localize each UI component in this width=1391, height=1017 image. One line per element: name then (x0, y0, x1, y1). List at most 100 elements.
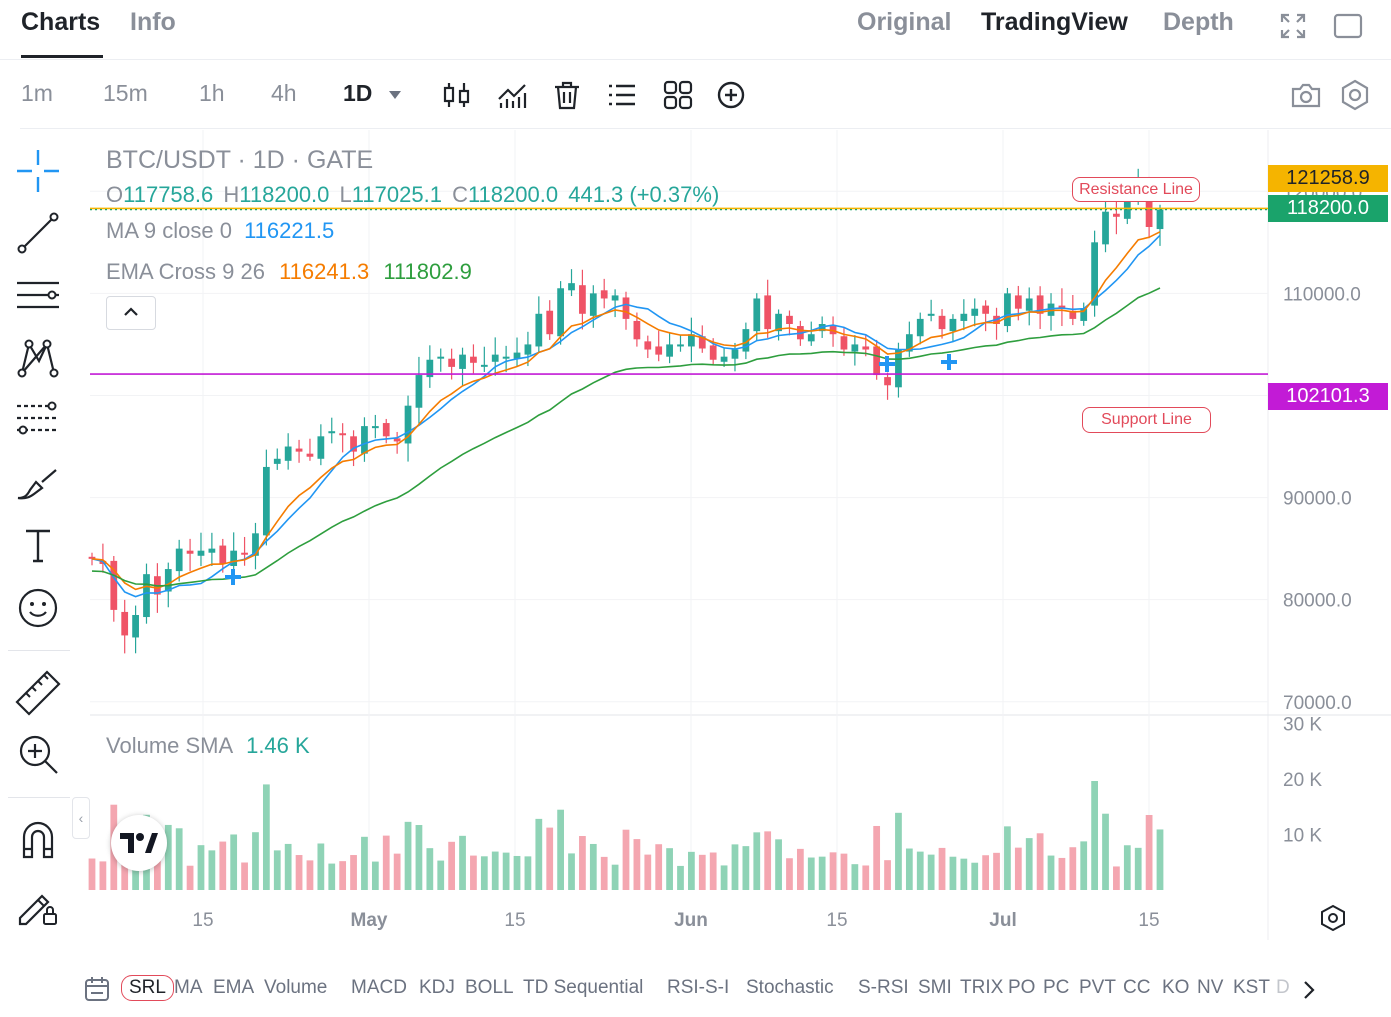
fib-retracement-icon[interactable] (14, 396, 62, 444)
candle-body (960, 313, 968, 321)
indicator-pvt[interactable]: PVT (1079, 977, 1116, 998)
candle-body (589, 293, 597, 316)
volume-bar (273, 850, 281, 890)
list-icon[interactable] (605, 78, 639, 112)
indicator-smi[interactable]: SMI (918, 977, 952, 998)
left-toolbar-divider (8, 650, 70, 651)
candle-body (851, 344, 859, 352)
camera-icon[interactable] (1289, 78, 1323, 112)
axis-settings-icon[interactable] (1318, 903, 1348, 933)
change-value: 441.3 (+0.37%) (568, 182, 720, 207)
volume-bar (666, 848, 673, 890)
indicator-srl[interactable]: SRL (121, 975, 174, 1001)
brush-icon[interactable] (14, 460, 62, 508)
candle-body (927, 313, 935, 316)
candle-body (121, 611, 129, 636)
text-tool-icon[interactable] (14, 521, 62, 569)
indicator-td-sequential[interactable]: TD Sequential (523, 977, 644, 998)
candle-body (230, 550, 238, 566)
tab-charts[interactable]: Charts (21, 8, 101, 36)
volume-bar (786, 858, 793, 890)
timeframe-1d[interactable]: 1D (343, 80, 373, 106)
indicator-pc[interactable]: PC (1043, 977, 1070, 998)
volume-bar (916, 851, 924, 890)
indicator-icon[interactable] (495, 78, 529, 112)
tab-info[interactable]: Info (130, 8, 176, 36)
volume-bar (1004, 826, 1011, 890)
indicator-macd[interactable]: MACD (351, 977, 407, 998)
candle-body (895, 349, 902, 388)
y-tick-label: 80000.0 (1283, 591, 1352, 612)
volume-bar (535, 818, 543, 890)
indicator-volume[interactable]: Volume (264, 977, 328, 998)
settings-icon[interactable] (1338, 78, 1372, 112)
support-annotation[interactable]: Support Line (1082, 407, 1211, 433)
volume-bar (764, 831, 772, 890)
magnet-icon[interactable] (14, 815, 62, 863)
pattern-icon[interactable] (14, 333, 62, 381)
indicator-po[interactable]: PO (1008, 977, 1036, 998)
fullscreen-icon[interactable] (1279, 12, 1307, 40)
timeframe-4h[interactable]: 4h (271, 80, 297, 106)
scroll-right-icon[interactable] (1302, 980, 1316, 1000)
indicator-ema[interactable]: EMA (213, 977, 255, 998)
indicator-ko[interactable]: KO (1162, 977, 1190, 998)
volume-bar (775, 839, 782, 890)
zoom-in-icon[interactable] (14, 730, 62, 778)
candle-body (698, 336, 706, 349)
x-tick-label: Jul (989, 910, 1016, 931)
candle-body (709, 345, 717, 360)
indicator-boll[interactable]: BOLL (465, 977, 514, 998)
collapse-pane-handle[interactable]: ‹ (72, 797, 90, 839)
indicator-nv[interactable]: NV (1197, 977, 1224, 998)
emoji-icon[interactable] (14, 584, 62, 632)
ema-legend: EMA Cross 9 26 116241.3 111802.9 (106, 259, 472, 285)
candles-icon[interactable] (440, 78, 474, 112)
ruler-icon[interactable] (14, 668, 62, 716)
volume-bar (317, 843, 325, 890)
volume-bar (884, 860, 891, 890)
candle-body (339, 433, 347, 436)
volume-bar (633, 839, 641, 890)
indicator-s-rsi[interactable]: S-RSI (858, 977, 909, 998)
indicator-kst[interactable]: KST (1233, 977, 1270, 998)
volume-tick-label: 10 K (1283, 826, 1322, 847)
volume-bar (753, 832, 761, 890)
chevron-down-icon[interactable] (388, 90, 402, 100)
collapse-legend-button[interactable] (106, 296, 156, 330)
indicator-cc[interactable]: CC (1123, 977, 1151, 998)
candle-body (666, 344, 673, 357)
resistance-annotation[interactable]: Resistance Line (1072, 177, 1200, 202)
candle-body (491, 354, 499, 362)
volume-bar (622, 829, 630, 890)
view-original[interactable]: Original (857, 8, 952, 36)
candle-body (262, 466, 270, 536)
horizontal-lines-icon[interactable] (14, 271, 62, 319)
view-depth[interactable]: Depth (1163, 8, 1234, 36)
candle-body (1102, 211, 1109, 245)
trash-icon[interactable] (550, 78, 584, 112)
tradingview-logo[interactable] (111, 815, 167, 871)
volume-bar (971, 862, 979, 890)
indicator-ma[interactable]: MA (174, 977, 203, 998)
candle-body (633, 320, 641, 340)
layout-grid-icon[interactable] (661, 78, 695, 112)
trend-line-icon[interactable] (14, 209, 62, 257)
lock-drawing-icon[interactable] (14, 882, 62, 930)
volume-bar (546, 827, 554, 890)
volume-bar (927, 854, 935, 890)
crosshair-icon[interactable] (14, 147, 62, 195)
timeframe-1h[interactable]: 1h (199, 80, 225, 106)
indicator-d[interactable]: D (1276, 977, 1290, 998)
indicator-stochastic[interactable]: Stochastic (746, 977, 834, 998)
timeframe-15m[interactable]: 15m (103, 80, 148, 106)
add-circle-icon[interactable] (714, 78, 748, 112)
indicator-rsi-s-i[interactable]: RSI-S-I (667, 977, 730, 998)
view-tradingview[interactable]: TradingView (981, 8, 1128, 36)
candle-body (513, 352, 521, 359)
timeframe-1m[interactable]: 1m (21, 80, 53, 106)
window-icon[interactable] (1333, 13, 1363, 39)
indicator-kdj[interactable]: KDJ (419, 977, 455, 998)
indicator-trix[interactable]: TRIX (960, 977, 1004, 998)
calendar-icon[interactable] (83, 975, 111, 1003)
